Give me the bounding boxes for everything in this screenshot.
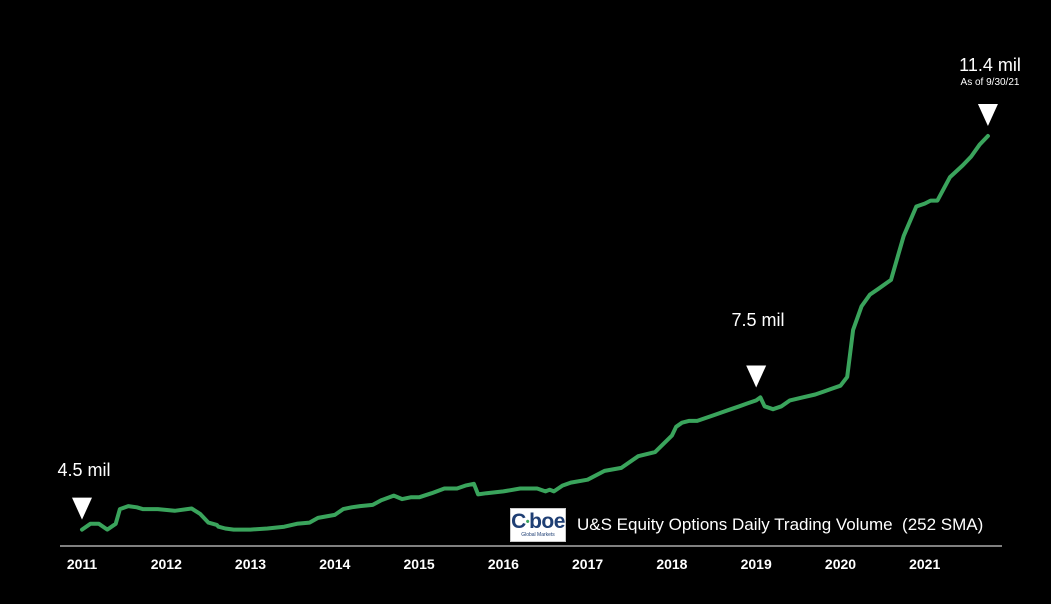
x-tick-labels: 2011 2012 2013 2014 2015 2016 2017 2018 2019 2020…	[67, 556, 941, 572]
chart-title: U&S Equity Options Daily Trading Volume …	[577, 515, 984, 534]
annotation-start-value: 4.5 mil	[57, 460, 111, 480]
x-tick-label-2015: 2015	[404, 556, 435, 572]
series-line	[80, 134, 990, 532]
x-tick-label-2014: 2014	[319, 556, 350, 572]
x-tick-label-2019: 2019	[741, 556, 772, 572]
cboe-logo-sub: Global Markets	[521, 532, 555, 538]
x-tick-label-2016: 2016	[488, 556, 519, 572]
x-tick-label-2012: 2012	[151, 556, 182, 572]
annotation-end-value: 11.4 mil	[959, 55, 1021, 75]
annotation-marker-start	[72, 497, 92, 520]
annotation-end-note: As of 9/30/21	[960, 77, 1020, 88]
x-tick-label-2018: 2018	[656, 556, 687, 572]
annotation-mid: 7.5 mil	[718, 310, 798, 331]
annotation-start: 4.5 mil	[44, 460, 124, 481]
cboe-logo: C•boe Global Markets	[510, 508, 566, 542]
annotation-mid-value: 7.5 mil	[731, 310, 785, 330]
x-tick-label-2017: 2017	[572, 556, 603, 572]
annotation-markers	[72, 104, 998, 520]
x-tick-label-2011: 2011	[67, 556, 98, 572]
cboe-logo-word: C•boe	[511, 510, 565, 533]
annotation-marker-mid	[746, 365, 767, 388]
x-tick-label-2013: 2013	[235, 556, 266, 572]
annotation-end: 11.4 mil As of 9/30/21	[940, 55, 1040, 88]
chart-legend: C•boe Global Markets U&S Equity Options …	[510, 508, 983, 542]
annotation-marker-end	[977, 104, 998, 126]
x-tick-label-2020: 2020	[825, 556, 856, 572]
x-tick-label-2021: 2021	[909, 556, 940, 572]
